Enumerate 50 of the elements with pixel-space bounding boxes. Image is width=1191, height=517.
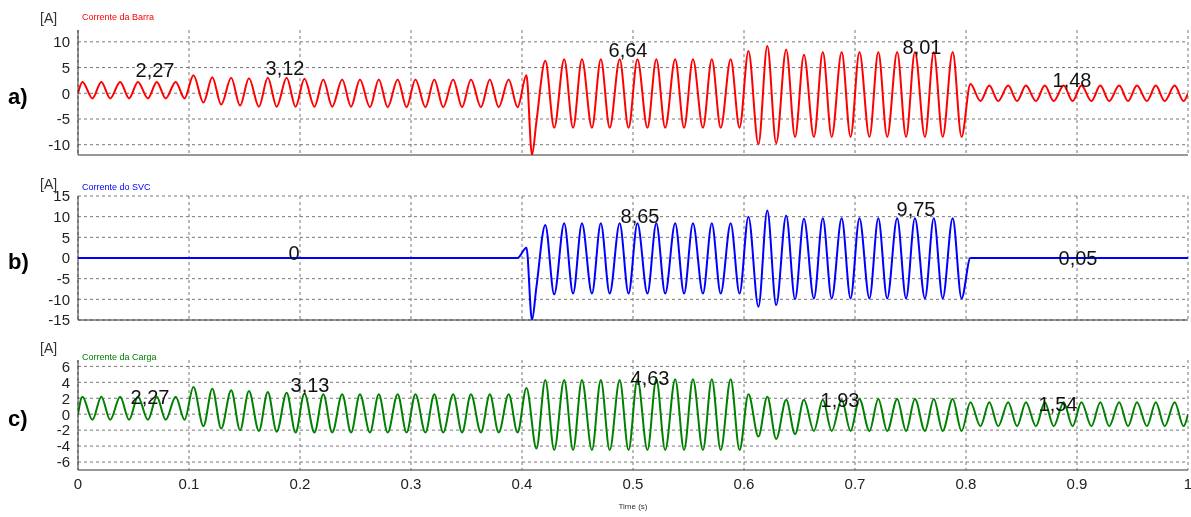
- y-axis-title: [A]: [40, 10, 58, 26]
- text: a): [8, 83, 28, 110]
- x-tick-label: 0.5: [622, 474, 644, 492]
- annotation: 8,01: [902, 36, 942, 58]
- annotation: 1,93: [820, 389, 860, 411]
- y-tick-label: 10: [53, 33, 70, 51]
- y-tick-label: -10: [48, 136, 70, 154]
- y-tick-label: -2: [56, 421, 70, 439]
- y-tick-label: 10: [53, 207, 70, 225]
- x-tick-label: 0: [73, 474, 83, 492]
- y-tick-label: -5: [56, 269, 70, 287]
- text: Corrente do SVC: [82, 182, 151, 192]
- annotation: 3,12: [265, 57, 305, 79]
- text: b): [8, 249, 29, 275]
- y-tick-label: 5: [61, 228, 70, 246]
- annotation: 3,13: [290, 374, 330, 396]
- y-tick-label: -15: [48, 311, 70, 329]
- y-tick-label: 0: [61, 405, 70, 423]
- annotation: 1,48: [1052, 69, 1092, 91]
- y-tick-label: 4: [61, 373, 70, 391]
- x-tick-label: 0.4: [511, 474, 533, 492]
- x-tick-label: 0.1: [178, 474, 200, 492]
- y-tick-label: -6: [56, 453, 70, 471]
- y-tick-label: -10: [48, 290, 70, 308]
- x-axis-title: Time (s): [618, 502, 648, 511]
- x-tick-label: 0.8: [955, 474, 977, 492]
- x-tick-label: 1: [1183, 474, 1191, 492]
- annotation: 6,64: [608, 39, 648, 61]
- y-axis-title: [A]: [40, 340, 58, 356]
- y-axis-title: [A]: [40, 176, 58, 192]
- text: Corrente da Carga: [82, 352, 157, 362]
- annotation: 8,65: [620, 205, 660, 227]
- y-tick-label: 0: [61, 249, 70, 267]
- x-tick-label: 0.9: [1066, 474, 1088, 492]
- y-tick-label: -4: [56, 437, 70, 455]
- annotation: 9,75: [896, 198, 936, 220]
- x-tick-label: 0.7: [844, 474, 866, 492]
- y-tick-label: 0: [61, 84, 70, 102]
- annotation: 2,27: [130, 386, 170, 408]
- text: Corrente da Barra: [82, 12, 155, 22]
- annotation: 2,27: [135, 59, 175, 81]
- y-tick-label: -5: [56, 110, 70, 128]
- y-tick-label: 6: [61, 357, 70, 375]
- x-tick-label: 0.6: [733, 474, 755, 492]
- x-tick-label: 0.3: [400, 474, 422, 492]
- annotation: 4,63: [630, 367, 670, 389]
- x-tick-label: 0.2: [289, 474, 311, 492]
- y-tick-label: 2: [61, 389, 70, 407]
- text: c): [8, 406, 28, 432]
- y-tick-label: 5: [61, 58, 70, 76]
